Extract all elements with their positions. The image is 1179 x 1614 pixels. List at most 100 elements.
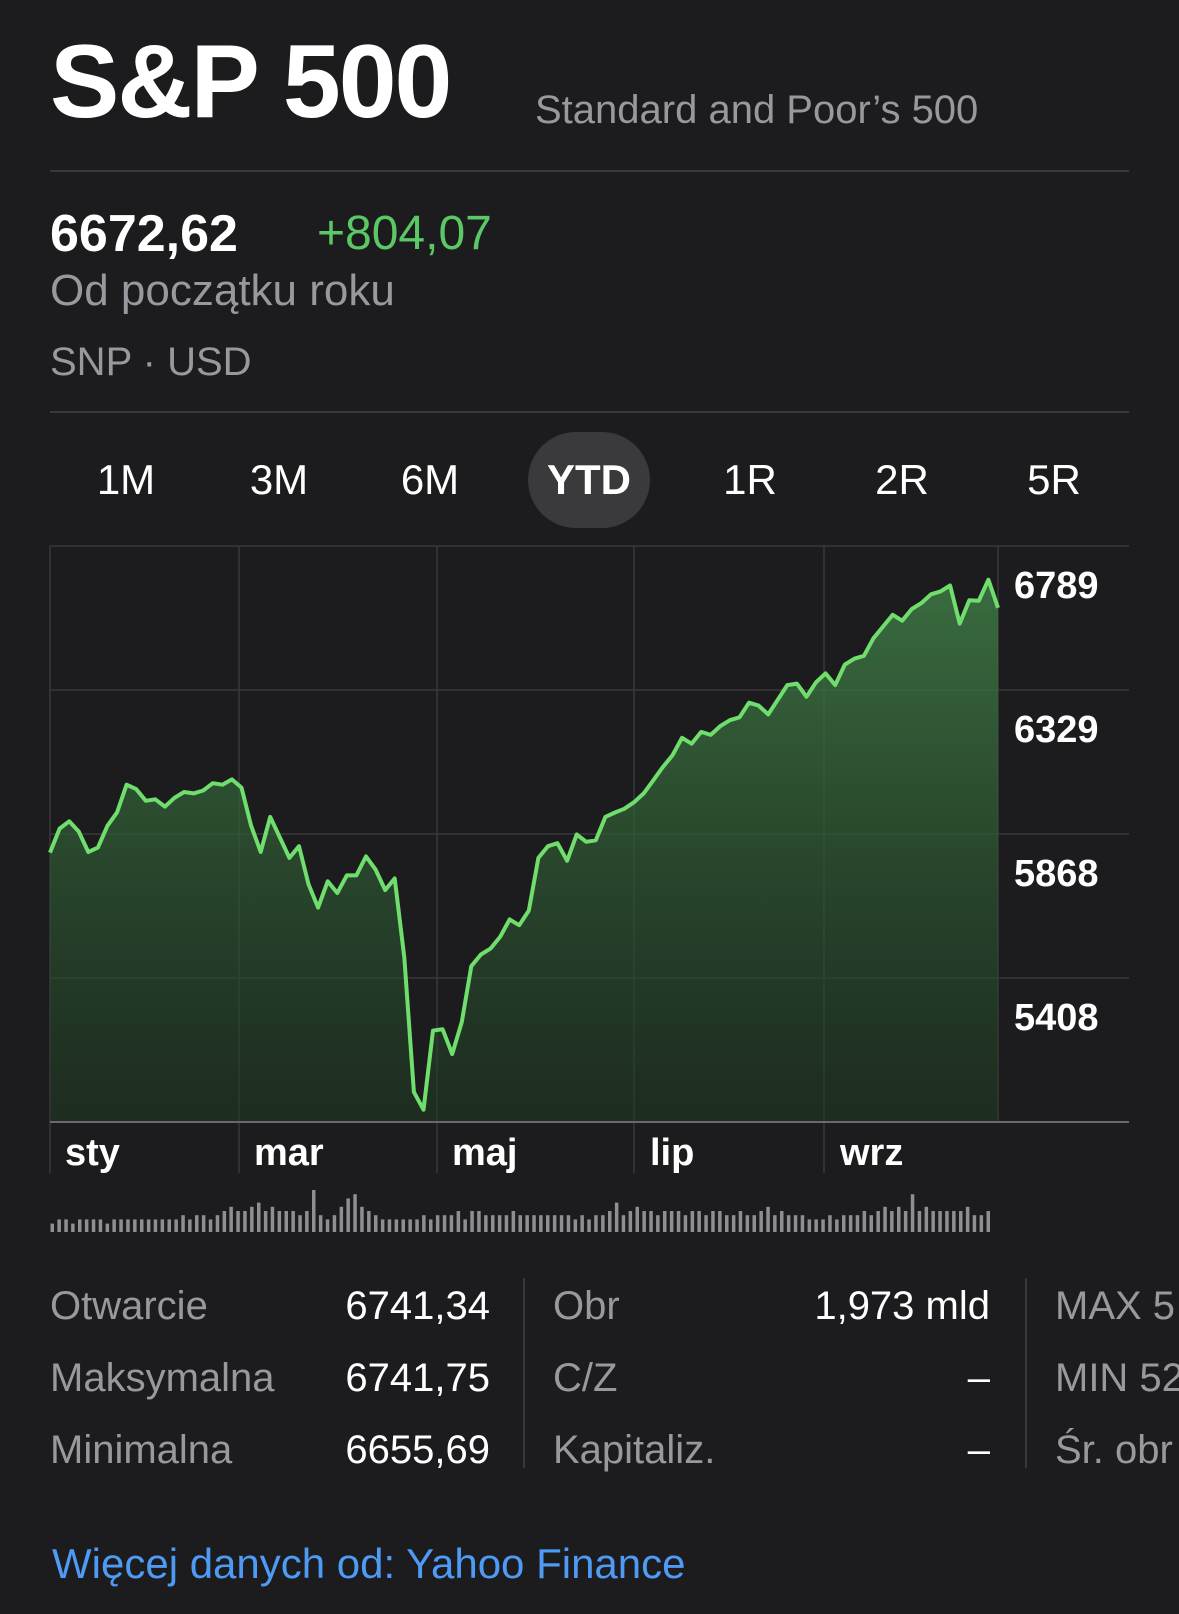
volume-bar bbox=[208, 1219, 213, 1232]
volume-bar bbox=[814, 1219, 818, 1232]
tab-ytd[interactable]: YTD bbox=[528, 432, 650, 528]
volume-bar bbox=[532, 1215, 536, 1232]
volume-bar bbox=[525, 1215, 529, 1232]
tab-1m[interactable]: 1M bbox=[96, 456, 156, 503]
volume-bar bbox=[718, 1211, 722, 1232]
volume-bar bbox=[573, 1219, 578, 1232]
volume-bar bbox=[394, 1219, 399, 1232]
volume-bar bbox=[862, 1211, 867, 1232]
volume-bar bbox=[222, 1211, 227, 1232]
volume-bar bbox=[146, 1219, 151, 1232]
stat-value-pe: – bbox=[967, 1356, 990, 1400]
volume-bar bbox=[71, 1223, 75, 1232]
volume-bar bbox=[463, 1219, 467, 1232]
volume-bar bbox=[91, 1219, 96, 1232]
volume-bar bbox=[78, 1219, 82, 1232]
volume-bar bbox=[250, 1206, 254, 1232]
volume-bar bbox=[959, 1211, 963, 1232]
tab-3m[interactable]: 3M bbox=[249, 456, 309, 503]
y-tick-label: 6789 bbox=[1014, 565, 1099, 607]
period-label: Od początku roku bbox=[50, 266, 395, 315]
volume-bar bbox=[160, 1219, 165, 1232]
volume-bar bbox=[229, 1206, 233, 1232]
volume-bar bbox=[504, 1215, 509, 1232]
volume-bar bbox=[380, 1219, 385, 1232]
volume-bar bbox=[415, 1219, 419, 1232]
volume-bar bbox=[332, 1215, 337, 1232]
volume-bar bbox=[669, 1211, 674, 1232]
volume-bar bbox=[50, 1223, 54, 1232]
volume-bar bbox=[876, 1211, 880, 1232]
volume-bars bbox=[50, 1190, 990, 1232]
volume-bar bbox=[291, 1211, 295, 1232]
stat-value-volume: 1,973 mld bbox=[814, 1284, 990, 1328]
volume-bar bbox=[952, 1211, 956, 1232]
volume-bar bbox=[57, 1219, 61, 1232]
volume-bar bbox=[188, 1219, 192, 1232]
current-price: 6672,62 bbox=[50, 205, 238, 263]
volume-bar bbox=[766, 1206, 770, 1232]
volume-bar bbox=[360, 1206, 364, 1232]
volume-bar bbox=[931, 1211, 935, 1232]
volume-bar bbox=[828, 1215, 832, 1232]
volume-bar bbox=[683, 1215, 688, 1232]
volume-bar bbox=[133, 1219, 137, 1232]
divider bbox=[50, 411, 1129, 413]
tab-2r[interactable]: 2R bbox=[875, 456, 929, 503]
volume-bar bbox=[731, 1215, 736, 1232]
series-line bbox=[48, 577, 1000, 1112]
volume-bar bbox=[738, 1211, 743, 1232]
volume-bar bbox=[456, 1211, 461, 1232]
volume-bar bbox=[965, 1206, 970, 1232]
tab-1r[interactable]: 1R bbox=[723, 456, 777, 503]
yahoo-finance-link[interactable]: Więcej danych od: Yahoo Finance bbox=[52, 1540, 686, 1587]
volume-bar bbox=[429, 1219, 433, 1232]
tab-6m[interactable]: 6M bbox=[400, 456, 460, 503]
price-chart[interactable]: 6789 6329 5868 5408 sty mar maj lip wrz bbox=[0, 540, 1179, 1260]
y-tick-label: 5868 bbox=[1014, 853, 1099, 895]
volume-bar bbox=[511, 1211, 516, 1232]
series-area bbox=[50, 579, 998, 1122]
volume-bar bbox=[697, 1211, 701, 1232]
price-change: +804,07 bbox=[317, 207, 492, 260]
volume-bar bbox=[126, 1219, 130, 1232]
volume-bar bbox=[608, 1211, 612, 1232]
volume-bar bbox=[986, 1211, 990, 1232]
volume-bar bbox=[236, 1211, 240, 1232]
volume-bar bbox=[318, 1215, 323, 1232]
volume-bar bbox=[800, 1215, 805, 1232]
stat-value-open: 6741,34 bbox=[345, 1284, 490, 1328]
volume-bar bbox=[270, 1206, 275, 1232]
volume-bar bbox=[938, 1211, 942, 1232]
volume-bar bbox=[105, 1223, 110, 1232]
volume-bar bbox=[552, 1215, 557, 1232]
volume-bar bbox=[112, 1219, 116, 1232]
volume-bar bbox=[298, 1215, 302, 1232]
divider bbox=[50, 170, 1129, 172]
y-tick-label: 6329 bbox=[1014, 709, 1099, 751]
volume-bar bbox=[167, 1219, 171, 1232]
x-tick-label: sty bbox=[65, 1132, 120, 1174]
stat-label-volume: Obr bbox=[553, 1284, 620, 1328]
volume-bar bbox=[897, 1206, 901, 1232]
volume-bar bbox=[656, 1215, 660, 1232]
volume-bar bbox=[243, 1211, 247, 1232]
volume-bar bbox=[277, 1211, 282, 1232]
volume-bar bbox=[484, 1215, 488, 1232]
volume-bar bbox=[903, 1211, 908, 1232]
stats-divider bbox=[1025, 1278, 1027, 1468]
volume-bar bbox=[725, 1215, 729, 1232]
stat-label-open: Otwarcie bbox=[50, 1284, 208, 1328]
volume-bar bbox=[807, 1219, 812, 1232]
volume-bar bbox=[497, 1215, 502, 1232]
volume-bar bbox=[594, 1215, 598, 1232]
volume-bar bbox=[559, 1215, 564, 1232]
volume-bar bbox=[174, 1219, 178, 1232]
volume-bar bbox=[759, 1211, 763, 1232]
volume-bar bbox=[663, 1211, 667, 1232]
volume-bar bbox=[119, 1219, 123, 1232]
stat-label-high: Maksymalna bbox=[50, 1356, 275, 1400]
volume-bar bbox=[442, 1215, 447, 1232]
volume-bar bbox=[215, 1215, 220, 1232]
tab-5r[interactable]: 5R bbox=[1027, 456, 1081, 503]
